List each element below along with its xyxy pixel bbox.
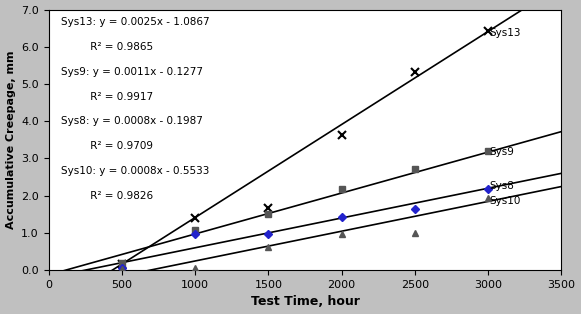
Text: Sys8: Sys8 [490, 181, 515, 192]
Text: Sys10: Sys10 [490, 196, 521, 206]
Text: R² = 0.9917: R² = 0.9917 [62, 92, 153, 102]
Text: Sys9: Sys9 [490, 147, 515, 157]
Text: R² = 0.9709: R² = 0.9709 [62, 141, 153, 151]
Text: Sys10: y = 0.0008x - 0.5533: Sys10: y = 0.0008x - 0.5533 [62, 166, 210, 176]
Text: Sys8: y = 0.0008x - 0.1987: Sys8: y = 0.0008x - 0.1987 [62, 116, 203, 127]
Text: Sys13: y = 0.0025x - 1.0867: Sys13: y = 0.0025x - 1.0867 [62, 17, 210, 27]
Text: Sys9: y = 0.0011x - 0.1277: Sys9: y = 0.0011x - 0.1277 [62, 67, 203, 77]
Text: Sys13: Sys13 [490, 28, 521, 38]
Text: R² = 0.9826: R² = 0.9826 [62, 191, 153, 201]
Text: R² = 0.9865: R² = 0.9865 [62, 42, 153, 52]
X-axis label: Test Time, hour: Test Time, hour [250, 295, 360, 308]
Y-axis label: Accumulative Creepage, mm: Accumulative Creepage, mm [6, 51, 16, 229]
